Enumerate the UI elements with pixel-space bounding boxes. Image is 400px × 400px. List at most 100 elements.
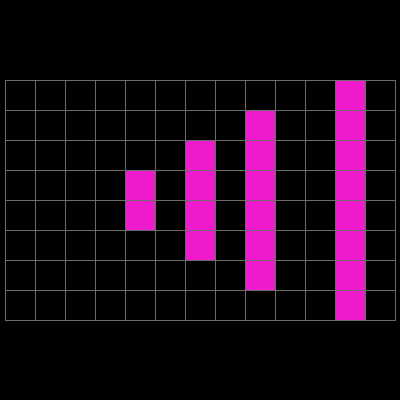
empty-cell[interactable] [216, 231, 246, 261]
empty-cell[interactable] [366, 231, 396, 261]
empty-cell[interactable] [126, 261, 156, 291]
empty-cell[interactable] [306, 231, 336, 261]
filled-cell[interactable] [186, 201, 216, 231]
filled-cell[interactable] [246, 141, 276, 171]
empty-cell[interactable] [126, 141, 156, 171]
empty-cell[interactable] [156, 231, 186, 261]
empty-cell[interactable] [36, 81, 66, 111]
filled-cell[interactable] [186, 141, 216, 171]
filled-cell[interactable] [126, 171, 156, 201]
filled-cell[interactable] [246, 111, 276, 141]
empty-cell[interactable] [156, 171, 186, 201]
empty-cell[interactable] [186, 81, 216, 111]
empty-cell[interactable] [216, 261, 246, 291]
empty-cell[interactable] [156, 111, 186, 141]
empty-cell[interactable] [276, 81, 306, 111]
empty-cell[interactable] [186, 111, 216, 141]
filled-cell[interactable] [336, 81, 366, 111]
empty-cell[interactable] [306, 261, 336, 291]
empty-cell[interactable] [216, 291, 246, 321]
filled-cell[interactable] [336, 171, 366, 201]
filled-cell[interactable] [246, 231, 276, 261]
grid-board[interactable] [5, 80, 396, 321]
filled-cell[interactable] [126, 201, 156, 231]
filled-cell[interactable] [246, 201, 276, 231]
empty-cell[interactable] [276, 111, 306, 141]
empty-cell[interactable] [156, 141, 186, 171]
empty-cell[interactable] [246, 291, 276, 321]
empty-cell[interactable] [276, 201, 306, 231]
empty-cell[interactable] [366, 81, 396, 111]
filled-cell[interactable] [336, 231, 366, 261]
empty-cell[interactable] [126, 231, 156, 261]
empty-cell[interactable] [306, 141, 336, 171]
empty-cell[interactable] [306, 201, 336, 231]
empty-cell[interactable] [246, 81, 276, 111]
empty-cell[interactable] [66, 201, 96, 231]
empty-cell[interactable] [66, 171, 96, 201]
empty-cell[interactable] [366, 201, 396, 231]
empty-cell[interactable] [366, 291, 396, 321]
empty-cell[interactable] [66, 141, 96, 171]
filled-cell[interactable] [336, 141, 366, 171]
empty-cell[interactable] [96, 81, 126, 111]
empty-cell[interactable] [126, 81, 156, 111]
empty-cell[interactable] [366, 111, 396, 141]
empty-cell[interactable] [366, 141, 396, 171]
empty-cell[interactable] [96, 201, 126, 231]
empty-cell[interactable] [96, 141, 126, 171]
empty-cell[interactable] [6, 141, 36, 171]
empty-cell[interactable] [276, 261, 306, 291]
empty-cell[interactable] [126, 291, 156, 321]
empty-cell[interactable] [66, 261, 96, 291]
empty-cell[interactable] [276, 141, 306, 171]
empty-cell[interactable] [36, 201, 66, 231]
empty-cell[interactable] [156, 81, 186, 111]
empty-cell[interactable] [156, 201, 186, 231]
empty-cell[interactable] [276, 171, 306, 201]
empty-cell[interactable] [96, 261, 126, 291]
filled-cell[interactable] [336, 201, 366, 231]
empty-cell[interactable] [36, 261, 66, 291]
empty-cell[interactable] [216, 171, 246, 201]
empty-cell[interactable] [36, 141, 66, 171]
empty-cell[interactable] [366, 171, 396, 201]
empty-cell[interactable] [66, 81, 96, 111]
empty-cell[interactable] [186, 261, 216, 291]
empty-cell[interactable] [216, 81, 246, 111]
filled-cell[interactable] [186, 171, 216, 201]
empty-cell[interactable] [156, 261, 186, 291]
empty-cell[interactable] [216, 141, 246, 171]
empty-cell[interactable] [306, 171, 336, 201]
empty-cell[interactable] [306, 111, 336, 141]
empty-cell[interactable] [66, 231, 96, 261]
filled-cell[interactable] [336, 261, 366, 291]
empty-cell[interactable] [66, 291, 96, 321]
empty-cell[interactable] [96, 171, 126, 201]
empty-cell[interactable] [36, 171, 66, 201]
empty-cell[interactable] [306, 291, 336, 321]
empty-cell[interactable] [66, 111, 96, 141]
filled-cell[interactable] [336, 111, 366, 141]
empty-cell[interactable] [96, 111, 126, 141]
empty-cell[interactable] [6, 261, 36, 291]
empty-cell[interactable] [156, 291, 186, 321]
empty-cell[interactable] [6, 171, 36, 201]
empty-cell[interactable] [186, 291, 216, 321]
empty-cell[interactable] [6, 291, 36, 321]
empty-cell[interactable] [6, 111, 36, 141]
filled-cell[interactable] [186, 231, 216, 261]
empty-cell[interactable] [306, 81, 336, 111]
filled-cell[interactable] [246, 171, 276, 201]
empty-cell[interactable] [276, 291, 306, 321]
empty-cell[interactable] [96, 291, 126, 321]
empty-cell[interactable] [36, 231, 66, 261]
empty-cell[interactable] [276, 231, 306, 261]
empty-cell[interactable] [366, 261, 396, 291]
empty-cell[interactable] [216, 201, 246, 231]
empty-cell[interactable] [96, 231, 126, 261]
empty-cell[interactable] [6, 231, 36, 261]
empty-cell[interactable] [6, 81, 36, 111]
empty-cell[interactable] [36, 291, 66, 321]
filled-cell[interactable] [246, 261, 276, 291]
